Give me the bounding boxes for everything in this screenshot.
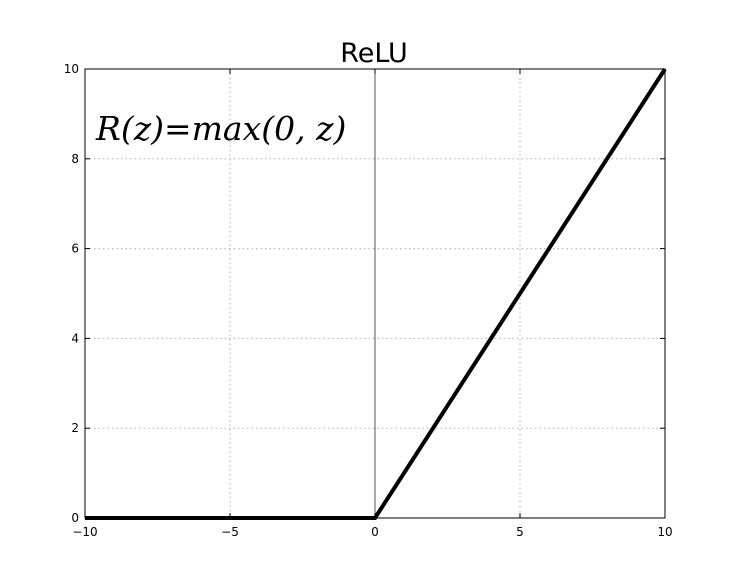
x-tick-label: 0	[371, 525, 379, 539]
x-tick-label: 5	[516, 525, 524, 539]
formula-annotation: R(z)=max(0, z)	[95, 109, 346, 148]
x-tick-label: −10	[72, 525, 97, 539]
x-tick-label: 10	[657, 525, 672, 539]
x-axis-tick-labels: −10 −5 0 5 10	[72, 525, 672, 539]
y-tick-label: 6	[71, 242, 79, 256]
y-tick-label: 2	[71, 421, 79, 435]
x-tick-label: −5	[221, 525, 239, 539]
chart-title: ReLU	[340, 38, 408, 69]
y-tick-label: 4	[71, 331, 79, 345]
y-tick-label: 8	[71, 152, 79, 166]
relu-line	[85, 67, 667, 520]
relu-series	[85, 67, 667, 520]
y-axis-tick-labels: 0 2 4 6 8 10	[64, 62, 79, 525]
y-tick-label: 0	[71, 511, 79, 525]
y-tick-label: 10	[64, 62, 79, 76]
